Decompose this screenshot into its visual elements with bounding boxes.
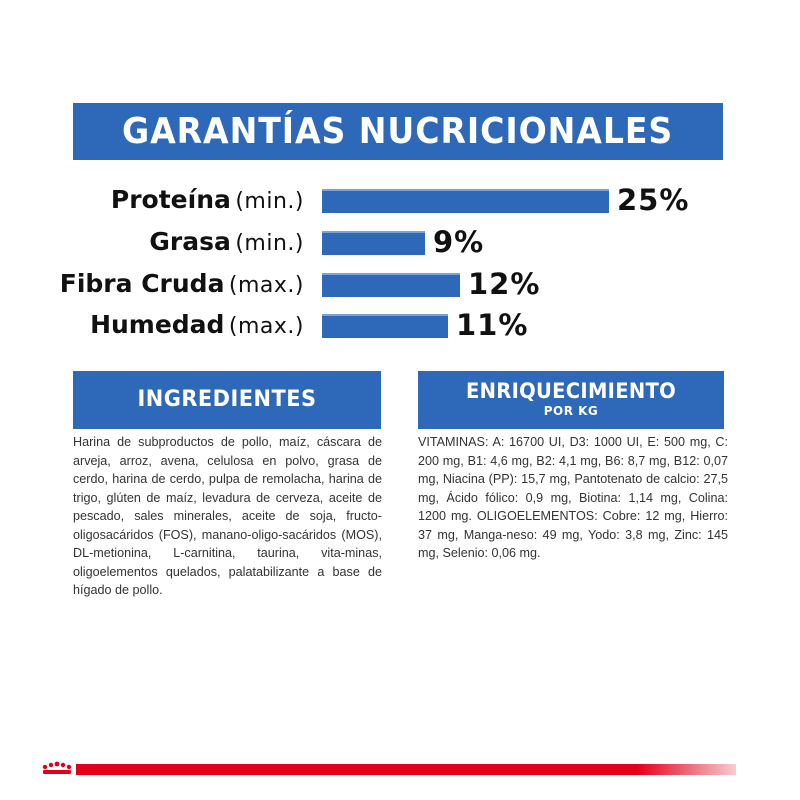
enrichment-header: ENRIQUECIMIENTO POR KG [418,371,724,429]
enrichment-text: VITAMINAS: A: 16700 UI, D3: 1000 UI, E: … [418,435,728,560]
nutrient-bar [322,231,425,255]
nutrient-bar [322,273,460,297]
nutrient-row-protein: Proteína (min.) 25% [0,180,800,220]
nutrient-value: 9% [433,225,485,259]
nutrient-row-fiber: Fibra Cruda (max.) 12% [0,264,800,304]
nutrient-name: Grasa [149,227,231,256]
nutrient-value: 11% [456,308,529,342]
nutrient-name: Proteína [110,185,231,214]
nutrient-label: Fibra Cruda (max.) [60,264,304,304]
nutrient-label: Humedad (max.) [90,305,304,345]
nutrient-qualifier: (max.) [228,273,304,298]
enrichment-subheading: POR KG [543,404,599,418]
brand-footer-line [76,764,736,775]
royal-canin-crown-icon [42,761,72,774]
nutrient-value: 12% [468,267,541,301]
nutrient-label: Grasa (min.) [149,222,304,262]
nutrient-bar [322,314,448,338]
nutrient-name: Humedad [90,310,225,339]
nutrient-row-fat: Grasa (min.) 9% [0,222,800,262]
enrichment-heading: ENRIQUECIMIENTO [466,379,676,403]
nutrient-value: 25% [617,183,690,217]
nutrient-qualifier: (min.) [235,231,304,256]
title-banner: GARANTÍAS NUCRICIONALES [73,103,723,160]
nutrient-label: Proteína (min.) [111,180,304,220]
nutrient-row-moisture: Humedad (max.) 11% [0,305,800,345]
ingredients-header: INGREDIENTES [73,371,381,429]
nutrient-qualifier: (min.) [235,189,304,214]
page-title: GARANTÍAS NUCRICIONALES [122,111,674,152]
ingredients-heading: INGREDIENTES [137,387,317,412]
nutrient-qualifier: (max.) [228,314,304,339]
ingredients-text: Harina de subproductos de pollo, maíz, c… [73,435,382,597]
nutrient-bar [322,189,609,213]
nutrient-name: Fibra Cruda [59,269,225,298]
